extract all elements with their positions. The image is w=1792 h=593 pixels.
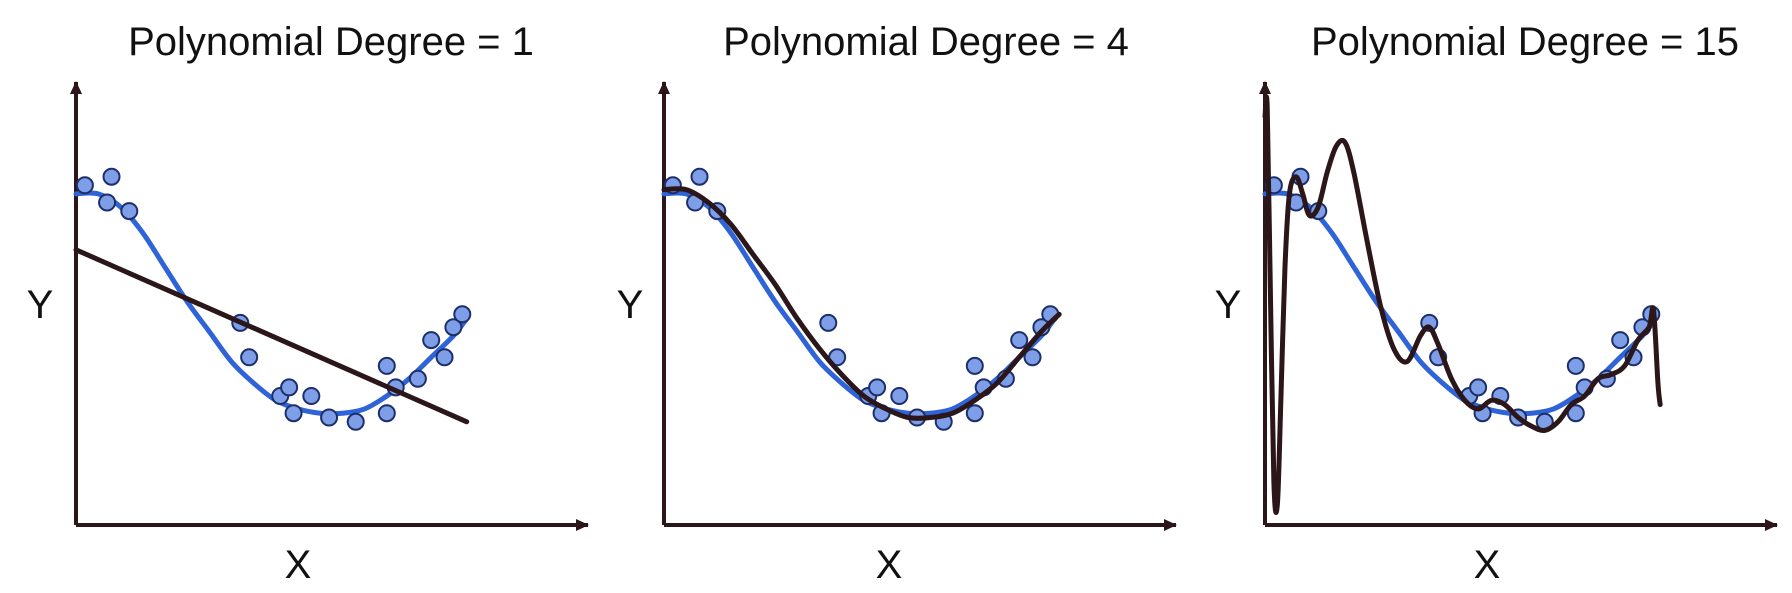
data-point-8 <box>280 378 299 397</box>
data-point-9 <box>284 404 303 423</box>
data-point-10 <box>302 387 321 405</box>
data-point-13 <box>1566 404 1585 423</box>
fitted-curve <box>73 247 470 425</box>
panel-degree-4: Polynomial Degree = 4 Y X <box>617 20 1177 587</box>
data-point-3 <box>98 193 117 212</box>
data-point-17 <box>1611 331 1630 350</box>
data-point-14 <box>965 356 984 375</box>
panel-title: Polynomial Degree = 15 <box>1311 20 1739 64</box>
data-point-2 <box>690 167 709 186</box>
data-point-19 <box>444 318 463 337</box>
data-point-10 <box>890 387 909 405</box>
data-point-1 <box>75 176 94 195</box>
data-point-14 <box>1566 356 1585 375</box>
data-point-17 <box>1010 331 1029 350</box>
panel-title: Polynomial Degree = 1 <box>128 20 534 64</box>
data-point-8 <box>1469 378 1488 397</box>
true-function-curve <box>73 190 470 417</box>
y-axis-label: Y <box>27 283 54 327</box>
data-point-20 <box>453 305 472 324</box>
x-axis-label: X <box>1474 543 1501 587</box>
data-point-14 <box>377 356 396 375</box>
data-point-11 <box>320 408 339 427</box>
data-point-8 <box>868 378 887 397</box>
y-axis-label: Y <box>617 283 644 327</box>
data-point-16 <box>408 369 427 388</box>
data-point-5 <box>819 313 838 332</box>
panel-degree-1: Polynomial Degree = 1 Y X <box>27 20 589 587</box>
y-axis-label: Y <box>1215 283 1242 327</box>
data-point-18 <box>435 348 454 367</box>
panel-marks <box>73 167 472 431</box>
data-point-2 <box>102 167 121 186</box>
fitted-curve <box>1262 94 1663 515</box>
fitted-curve <box>661 186 1062 421</box>
panel-marks <box>1262 94 1663 515</box>
data-point-18 <box>1023 348 1042 367</box>
data-point-17 <box>422 331 441 350</box>
panel-marks <box>661 167 1062 431</box>
panel-title: Polynomial Degree = 4 <box>723 20 1129 64</box>
x-axis-label: X <box>876 543 903 587</box>
data-point-6 <box>240 348 259 367</box>
data-point-4 <box>120 202 139 221</box>
data-point-13 <box>965 404 984 423</box>
x-axis-label: X <box>285 543 312 587</box>
panel-degree-15: Polynomial Degree = 15 Y X <box>1215 20 1778 587</box>
data-point-13 <box>377 404 396 423</box>
data-point-12 <box>346 412 365 431</box>
